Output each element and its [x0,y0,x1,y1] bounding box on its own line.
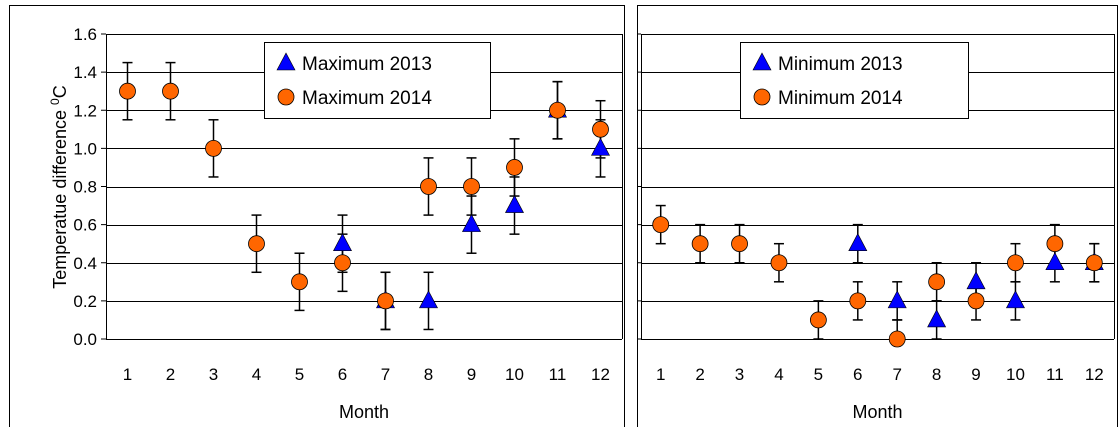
x-tick-label: 12 [1085,365,1104,384]
data-point-circle [119,82,136,100]
data-point-circle [652,216,670,234]
y-tick-label: 0.8 [73,178,97,197]
data-point-triangle [1045,252,1065,271]
y-tick-label: 1.6 [73,25,97,44]
data-point-circle [162,82,179,100]
chart-frame [9,5,625,427]
y-axis-title-text: Temperatue difference [50,110,70,289]
x-tick-label: 4 [774,365,783,384]
data-point-circle [549,101,566,119]
x-axis-title: Month [852,402,902,422]
legend-label: Minimum 2014 [778,88,903,109]
data-point-circle [928,273,946,291]
data-point-circle [849,292,867,310]
x-tick-label: 3 [209,365,218,384]
data-point-triangle [462,213,481,232]
x-tick-label: 12 [591,365,610,384]
data-point-triangle [966,271,986,290]
y-tick-label: 0.2 [73,292,97,311]
data-point-triangle [419,290,438,309]
y-tick-label: 0.4 [73,254,97,273]
legend-box [740,42,969,119]
data-point-triangle [1005,290,1025,309]
data-point-circle [463,178,480,195]
legend-marker-circle [753,88,771,106]
data-point-circle [770,254,788,272]
x-tick-label: 7 [381,365,390,384]
data-point-triangle [848,233,868,251]
x-tick-label: 6 [338,365,347,384]
x-tick-label: 11 [549,365,567,384]
legend-label: Maximum 2014 [302,88,432,109]
data-point-circle [334,254,351,272]
legend-marker-circle [277,88,295,106]
x-tick-label: 10 [1006,365,1025,384]
data-point-circle [248,235,265,253]
x-tick-label: 1 [123,365,132,384]
legend: Maximum 2013 Maximum 2014 [264,42,491,119]
data-point-circle [592,120,609,138]
data-point-circle [377,292,394,310]
x-tick-label: 1 [656,365,665,384]
y-axis-title: Temperatue difference 0C [48,85,70,288]
y-tick-label: 1.0 [73,139,97,158]
x-tick-label: 10 [505,365,524,384]
x-tick-label: 6 [853,365,862,384]
x-tick-label: 7 [892,365,901,384]
data-point-circle [888,330,906,348]
x-tick-label: 8 [424,365,433,384]
x-tick-label: 5 [814,365,823,384]
data-point-circle [291,273,308,291]
data-point-triangle [333,233,352,251]
legend-box [264,42,491,119]
x-tick-label: 11 [1046,365,1064,384]
y-tick-label: 0.6 [73,216,97,235]
data-point-triangle [887,290,907,309]
x-tick-label: 9 [971,365,980,384]
legend-marker-triangle [752,52,772,71]
data-point-circle [506,159,523,176]
x-tick-label: 9 [467,365,476,384]
data-point-circle [691,235,709,253]
x-tick-label: 8 [932,365,941,384]
data-point-circle [1046,235,1064,253]
x-axis-title: Month [339,402,389,422]
x-tick-label: 2 [166,365,175,384]
data-point-circle [1007,254,1024,272]
y-tick-label: 1.2 [73,101,97,120]
x-tick-label: 3 [735,365,744,384]
x-tick-label: 4 [252,365,261,384]
data-point-circle [1085,254,1103,272]
data-point-circle [809,311,827,329]
y-tick-label: 1.4 [73,63,97,82]
chart-maximum-panel: 0.00.20.40.60.81.01.21.41.61 2 3 4 5 6 7 8 9 10 11… [9,5,625,427]
legend-marker-triangle [276,52,296,71]
data-point-triangle [927,309,947,328]
data-point-circle [967,292,985,310]
legend-label: Maximum 2013 [302,54,432,75]
legend-label: Minimum 2013 [778,54,903,75]
y-axis-title-superscript: 0 [48,98,62,105]
y-tick-label: 0.0 [73,330,97,349]
data-point-circle [420,178,437,195]
x-tick-label: 5 [295,365,304,384]
data-point-triangle [505,194,524,213]
data-point-triangle [591,137,610,156]
data-point-circle [731,235,748,253]
legend: Minimum 2013 Minimum 2014 [740,42,969,119]
y-axis-title-unit: C [50,85,70,98]
data-point-circle [205,139,222,157]
x-tick-label: 2 [695,365,704,384]
